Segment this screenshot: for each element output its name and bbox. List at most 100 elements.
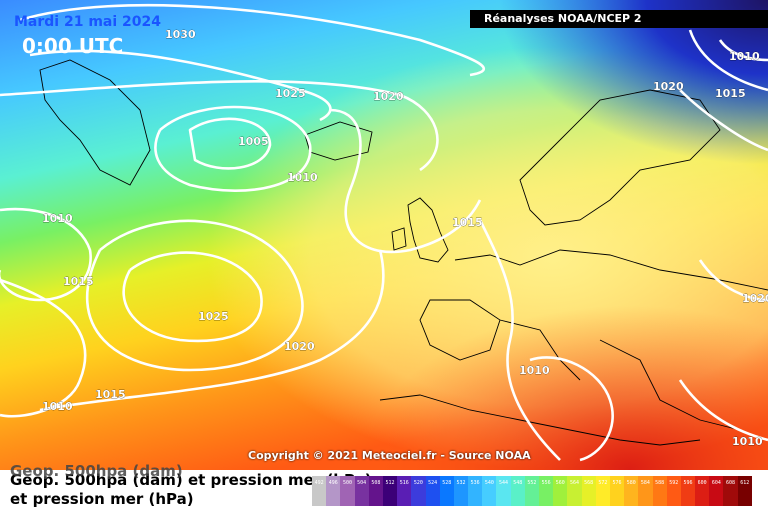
legend-subtitle: et pression mer (hPa) xyxy=(10,490,194,508)
scale-cell: 604 xyxy=(709,476,724,506)
scale-label: 540 xyxy=(484,480,494,486)
scale-label: 580 xyxy=(626,480,636,486)
isobar-label: 1010 xyxy=(287,171,318,184)
scale-cell: 524 xyxy=(425,476,440,506)
scale-cell: 592 xyxy=(666,476,681,506)
time-label: 0:00 UTC xyxy=(22,34,124,58)
isobar-1015-ne xyxy=(688,29,768,92)
scale-label: 600 xyxy=(697,480,707,486)
scale-cell: 500 xyxy=(340,476,355,506)
map-canvas: 1030 1025 1020 1005 1010 1015 1010 1015 … xyxy=(0,0,768,470)
scale-cell: 556 xyxy=(539,476,554,506)
europe-coast xyxy=(419,249,768,431)
scale-cell: 540 xyxy=(482,476,497,506)
africa-coast xyxy=(379,394,701,446)
scale-label: 520 xyxy=(413,480,423,486)
scale-label: 544 xyxy=(499,480,509,486)
isobar-1005-low xyxy=(188,117,272,170)
isobar-label: 1020 xyxy=(373,90,404,103)
isobar-1015-west xyxy=(0,278,87,418)
scale-label: 532 xyxy=(456,480,466,486)
source-label: Réanalyses NOAA/NCEP 2 xyxy=(470,10,768,28)
date-label: Mardi 21 mai 2024 xyxy=(14,14,162,30)
scale-cell: 552 xyxy=(524,476,539,506)
scale-cell: 584 xyxy=(638,476,653,506)
isobar-1020 xyxy=(0,80,439,172)
scale-cell: 600 xyxy=(695,476,710,506)
isobar-label: 1010 xyxy=(729,50,760,63)
scale-cell: 576 xyxy=(609,476,625,506)
isobar-labels: 1030 1025 1020 1005 1010 1015 1010 1015 … xyxy=(42,28,768,448)
scale-cell: 596 xyxy=(680,476,696,506)
scale-label: 492 xyxy=(314,480,324,486)
scale-cell: 564 xyxy=(567,476,582,506)
isobar-label: 1015 xyxy=(95,388,126,401)
greenland-coast xyxy=(39,59,151,186)
isobar-label: 1020 xyxy=(742,292,768,305)
isobar-1020-east xyxy=(679,89,768,152)
scale-cell: 532 xyxy=(453,476,469,506)
scale-label: 508 xyxy=(371,480,381,486)
isobars xyxy=(0,3,768,462)
isobar-label: 1020 xyxy=(284,340,315,353)
scale-label: 496 xyxy=(328,480,338,486)
isobar-label: 1015 xyxy=(715,87,746,100)
scale-label: 556 xyxy=(541,480,551,486)
scale-cell: 496 xyxy=(326,476,341,506)
isobar-label: 1010 xyxy=(519,364,550,377)
scale-cell: 588 xyxy=(652,476,667,506)
scale-cell: 504 xyxy=(354,476,369,506)
british-isles-coast xyxy=(391,197,449,263)
isobar-label: 1010 xyxy=(42,212,73,225)
scale-label: 504 xyxy=(357,480,367,486)
legend-title-text: Geop. 500hpa (dam) et pression mer (hPa) xyxy=(10,471,372,489)
scale-label: 500 xyxy=(342,480,352,486)
scale-label: 560 xyxy=(555,480,565,486)
isobar-label: 1015 xyxy=(452,216,483,229)
legend-title-ghost: Geop. 500hpa (dam) xyxy=(10,462,183,480)
scale-label: 596 xyxy=(683,480,693,486)
scale-cell: 608 xyxy=(723,476,738,506)
scale-label: 604 xyxy=(711,480,721,486)
scale-label: 548 xyxy=(513,480,523,486)
scandinavia-coast xyxy=(519,89,721,226)
scale-cell: 572 xyxy=(595,476,610,506)
isobar-1020-se xyxy=(698,259,768,302)
isobar-1015-mid xyxy=(329,108,482,254)
scale-cell: 528 xyxy=(439,476,454,506)
scale-cell: 560 xyxy=(553,476,568,506)
isobar-label: 1025 xyxy=(198,310,229,323)
isobar-1015-europe xyxy=(478,219,561,461)
isobar-label: 1010 xyxy=(732,435,763,448)
scale-cell: 520 xyxy=(411,476,426,506)
scale-label: 592 xyxy=(669,480,679,486)
isobar-1010-se xyxy=(678,379,768,442)
isobar-label: 1030 xyxy=(165,28,196,41)
scale-label: 572 xyxy=(598,480,608,486)
isobar-label: 1010 xyxy=(42,400,73,413)
isobar-1010-west xyxy=(0,207,92,302)
scale-label: 612 xyxy=(740,480,750,486)
isobar-1010-europe xyxy=(529,356,614,462)
scale-cell: 492 xyxy=(312,476,327,506)
isobar-1010-low xyxy=(154,105,312,192)
scale-cell: 536 xyxy=(468,476,483,506)
isobar-label: 1025 xyxy=(275,87,306,100)
scale-cell: 612 xyxy=(737,476,752,506)
scale-label: 524 xyxy=(428,480,438,486)
scale-label: 584 xyxy=(640,480,650,486)
legend-title: Geop. 500hpa (dam) Geop. 500hpa (dam) et… xyxy=(10,463,372,489)
copyright-label: Copyright © 2021 Meteociel.fr - Source N… xyxy=(248,449,531,462)
scale-cell: 568 xyxy=(581,476,596,506)
isobar-1015-atlantic xyxy=(39,249,385,412)
scale-cell: 512 xyxy=(382,476,398,506)
warm-area xyxy=(0,0,768,470)
isobar-1025 xyxy=(29,49,332,122)
color-scale: 492 496 500 504 508 512 516 520 524 528 532 536 540 5… xyxy=(312,476,752,506)
scale-cell: 516 xyxy=(397,476,412,506)
isobar-1025-high xyxy=(122,251,263,343)
scale-cell: 580 xyxy=(624,476,639,506)
scale-label: 568 xyxy=(584,480,594,486)
scale-label: 552 xyxy=(527,480,537,486)
